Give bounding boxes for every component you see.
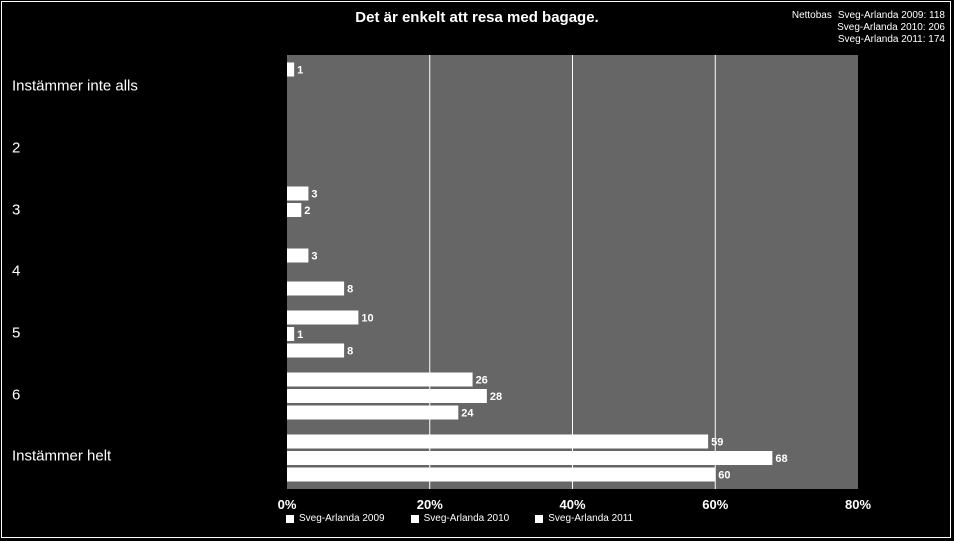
legend-label: Sveg-Arlanda 2010 (423, 513, 510, 524)
legend-swatch (535, 514, 544, 523)
legend-label: Sveg-Arlanda 2011 (548, 513, 634, 524)
bar-value-label: 3 (311, 189, 317, 201)
bar-value-label: 60 (718, 470, 730, 482)
bar-value-label: 68 (775, 453, 787, 465)
bar (287, 248, 309, 263)
bar (287, 62, 295, 77)
base-count-2011: Sveg-Arlanda 2011: 174 (837, 34, 945, 45)
bar-value-label: 1 (297, 329, 303, 341)
bar-value-label: 3 (311, 251, 317, 263)
legend-swatch (410, 514, 419, 523)
x-tick-label: 40% (559, 497, 585, 512)
category-label-4: 4 (12, 262, 21, 280)
category-label-3: 3 (12, 201, 21, 219)
bar (287, 310, 359, 325)
legend-label: Sveg-Arlanda 2009 (299, 513, 385, 524)
base-count-2010: Sveg-Arlanda 2010: 206 (837, 22, 945, 33)
category-label-2: 2 (12, 139, 21, 157)
bar (287, 451, 773, 465)
legend: Sveg-Arlanda 2009 Sveg-Arlanda 2010 Sveg… (286, 513, 659, 524)
bar (287, 327, 295, 341)
category-label-6: 6 (12, 386, 21, 404)
bar (287, 467, 716, 482)
bar-value-label: 1 (297, 65, 303, 77)
category-label-5: 5 (12, 324, 21, 342)
category-label-7: Instämmer helt (12, 447, 112, 465)
bar (287, 281, 345, 296)
bar (287, 203, 302, 217)
bar-value-label: 8 (347, 284, 353, 296)
bar-value-label: 59 (711, 437, 723, 449)
base-label: Nettobas (791, 10, 832, 21)
bar-value-label: 26 (476, 375, 488, 387)
bar-value-label: 2 (304, 205, 310, 217)
bar (287, 372, 473, 387)
category-label-1: Instämmer inte alls (12, 77, 138, 95)
bar (287, 405, 459, 420)
x-tick-label: 60% (702, 497, 728, 512)
bar (287, 389, 487, 403)
bar (287, 186, 309, 201)
base-counts: Nettobas Sveg-Arlanda 2009: 118 Sveg-Arl… (792, 10, 945, 46)
chart-title: Det är enkelt att resa med bagage. (355, 9, 599, 26)
x-tick-label: 20% (417, 497, 443, 512)
legend-swatch (286, 514, 294, 523)
legend-item-2009: Sveg-Arlanda 2009 (286, 513, 385, 524)
x-tick-label: 0% (278, 497, 297, 512)
bar-value-label: 28 (490, 391, 502, 403)
base-count-2009: Sveg-Arlanda 2009: 118 (837, 10, 945, 21)
x-tick-label: 80% (845, 497, 871, 512)
bar (287, 343, 345, 358)
legend-item-2011: Sveg-Arlanda 2011 (535, 513, 633, 524)
bar-value-label: 10 (361, 313, 373, 325)
legend-item-2010: Sveg-Arlanda 2010 (410, 513, 510, 524)
bar (287, 434, 709, 449)
bar-value-label: 24 (461, 408, 474, 420)
bar-value-label: 8 (347, 346, 353, 358)
